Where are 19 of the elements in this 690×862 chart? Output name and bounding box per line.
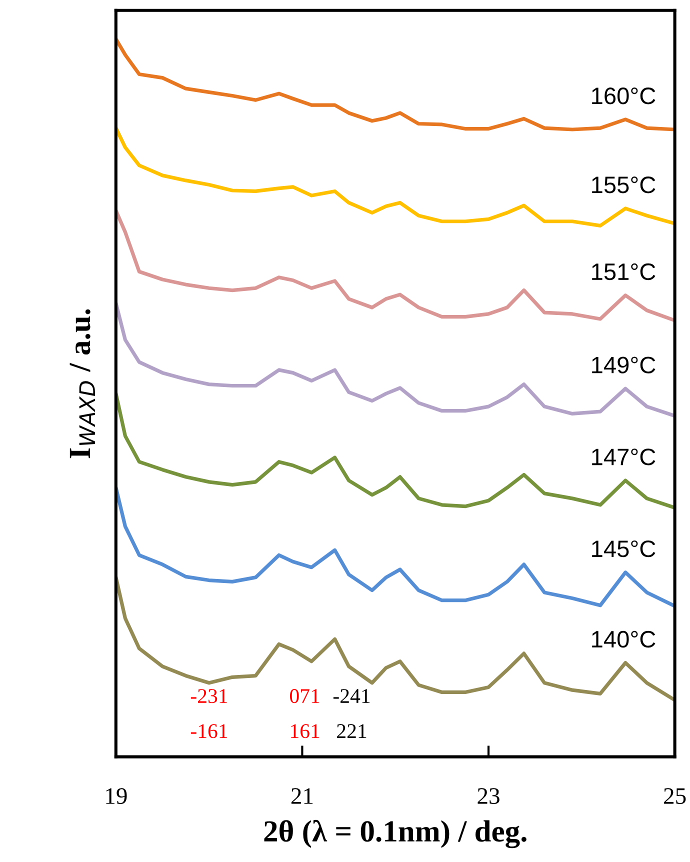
series-label: 145°C: [592, 540, 656, 558]
x-tick-label: 21: [291, 788, 313, 804]
x-tick-label: 23: [478, 788, 500, 804]
x-tick-label: 19: [106, 788, 127, 804]
series-label: 149°C: [592, 356, 656, 374]
annotation: 161: [291, 724, 320, 738]
series-label: 147°C: [592, 448, 656, 466]
series-label: 160°C: [592, 88, 656, 104]
y-axis-title: I$_{WAXD}$ / a.u.: [70, 309, 95, 458]
series-label: 151°C: [592, 263, 656, 280]
annotation: -241: [333, 689, 370, 703]
annotation: -161: [190, 724, 228, 738]
annotation: 071: [290, 689, 320, 704]
x-tick-label: 25: [664, 788, 686, 804]
series-label: 155°C: [592, 176, 656, 194]
annotation: -231: [190, 689, 228, 704]
series-label: 140°C: [592, 630, 656, 648]
x-axis-title: 2θ (λ = 0.1nm) / deg.: [264, 820, 526, 848]
annotation: 221: [337, 724, 366, 738]
